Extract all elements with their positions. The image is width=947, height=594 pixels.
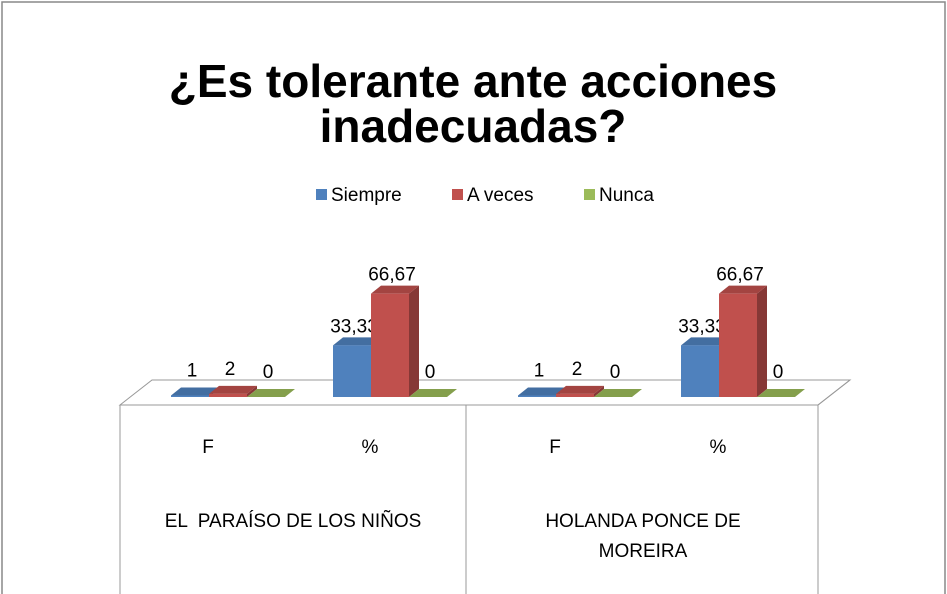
- data-label: 33,33: [330, 316, 378, 337]
- bar-top: [371, 285, 419, 294]
- bar: [556, 385, 604, 397]
- bar-top: [171, 387, 219, 396]
- bar: [371, 285, 419, 397]
- bar: [209, 385, 257, 397]
- data-label: 66,67: [716, 265, 764, 286]
- bar-side: [247, 385, 257, 397]
- floor-edge: [817, 379, 851, 406]
- chart-title: ¿Es tolerante ante acciones inadecuadas?: [169, 55, 777, 152]
- bar-top: [247, 389, 295, 397]
- bar: [594, 389, 642, 397]
- data-label: 1: [187, 360, 198, 381]
- x-tick-label: %: [710, 437, 727, 458]
- data-label: 33,33: [678, 316, 726, 337]
- data-label: 2: [572, 359, 583, 380]
- legend-label: Siempre: [331, 185, 402, 206]
- bar-front: [556, 393, 594, 397]
- bar-top: [333, 337, 381, 346]
- data-label: 2: [225, 359, 236, 380]
- bar: [247, 389, 295, 397]
- bar-front: [518, 395, 556, 397]
- bar-front: [681, 345, 719, 397]
- bar-top: [518, 387, 566, 396]
- bar-top: [209, 385, 257, 394]
- bar-top: [719, 285, 767, 294]
- legend-label: A veces: [467, 185, 534, 206]
- bar-front: [333, 345, 371, 397]
- data-label: 66,67: [368, 265, 416, 286]
- bar-front: [209, 393, 247, 397]
- bar-top: [409, 389, 457, 397]
- x-tick-label: F: [549, 437, 561, 458]
- legend-swatch: [452, 189, 463, 200]
- data-label: 0: [610, 362, 621, 383]
- bar-front: [371, 293, 409, 397]
- bar-top: [681, 337, 729, 346]
- data-label: 0: [773, 362, 784, 383]
- bar-top: [556, 385, 604, 394]
- x-tick-label: F: [202, 437, 214, 458]
- data-label: 0: [263, 362, 274, 383]
- bar-side: [594, 385, 604, 397]
- bar-front: [719, 293, 757, 397]
- bar-top: [594, 389, 642, 397]
- group-label: EL PARAÍSO DE LOS NIÑOS: [164, 511, 422, 532]
- legend-label: Nunca: [599, 185, 654, 206]
- bar-top: [757, 389, 805, 397]
- bar: [719, 285, 767, 397]
- data-label: 0: [425, 362, 436, 383]
- bar: [757, 389, 805, 397]
- bar-side: [409, 285, 419, 397]
- bar: [409, 389, 457, 397]
- bar-front: [171, 395, 209, 397]
- x-tick-label: %: [362, 437, 379, 458]
- legend-swatch: [584, 189, 595, 200]
- legend-swatch: [316, 189, 327, 200]
- group-label: HOLANDA PONCE DE MOREIRA: [545, 511, 746, 562]
- bar-side: [757, 285, 767, 397]
- data-label: 1: [534, 360, 545, 381]
